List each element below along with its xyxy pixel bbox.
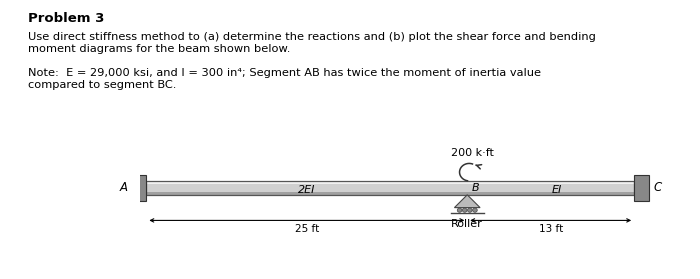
Text: Note:  E = 29,000 ksi, and I = 300 in⁴; Segment AB has twice the moment of inert: Note: E = 29,000 ksi, and I = 300 in⁴; S…	[28, 68, 541, 78]
Text: EI: EI	[552, 185, 562, 195]
Text: moment diagrams for the beam shown below.: moment diagrams for the beam shown below…	[28, 44, 290, 54]
Text: 2EI: 2EI	[298, 185, 316, 195]
Polygon shape	[454, 195, 480, 208]
Text: B: B	[472, 182, 480, 193]
Text: C: C	[653, 181, 662, 194]
Polygon shape	[146, 192, 634, 195]
Polygon shape	[634, 175, 650, 201]
Polygon shape	[146, 181, 634, 184]
Text: A: A	[119, 181, 127, 194]
Text: Use direct stiffness method to (a) determine the reactions and (b) plot the shea: Use direct stiffness method to (a) deter…	[28, 32, 596, 42]
Text: Roller: Roller	[452, 219, 483, 229]
Circle shape	[468, 208, 472, 212]
Text: 13 ft: 13 ft	[538, 224, 563, 234]
Circle shape	[473, 208, 477, 212]
Polygon shape	[146, 184, 634, 192]
Circle shape	[457, 208, 462, 212]
Text: Problem 3: Problem 3	[28, 12, 104, 25]
Polygon shape	[131, 175, 146, 201]
Text: 200 k·ft: 200 k·ft	[451, 148, 494, 158]
Text: compared to segment BC.: compared to segment BC.	[28, 80, 176, 90]
Circle shape	[463, 208, 467, 212]
Text: 25 ft: 25 ft	[295, 224, 319, 234]
